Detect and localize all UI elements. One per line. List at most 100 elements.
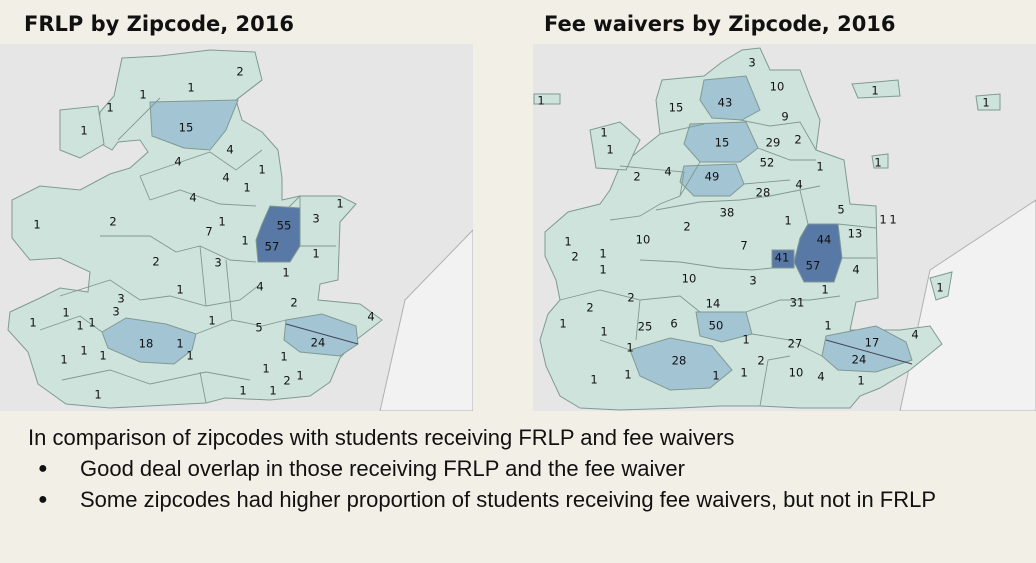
zipcode-value-label: 57 <box>265 240 280 254</box>
zipcode-value-label: 10 <box>682 272 697 286</box>
zipcode-value-label: 24 <box>311 336 326 350</box>
zipcode-value-label: 1 <box>80 344 87 358</box>
zipcode-value-label: 1 <box>176 283 183 297</box>
zipcode-value-label: 18 <box>139 337 154 351</box>
zipcode-region-west <box>589 121 641 171</box>
zipcode-value-label: 1 <box>80 124 87 138</box>
zipcode-value-label: 4 <box>222 171 229 185</box>
bullet-dot-icon: ● <box>38 460 48 477</box>
zipcode-value-label: 1 <box>816 160 823 174</box>
zipcode-value-label: 1 <box>218 215 225 229</box>
zipcode-value-label: 1 <box>76 319 83 333</box>
zipcode-value-label: 44 <box>817 233 832 247</box>
zipcode-value-label: 4 <box>174 155 181 169</box>
zipcode-value-label: 7 <box>205 225 212 239</box>
zipcode-value-label: 1 <box>740 366 747 380</box>
highway-line <box>825 339 913 365</box>
zipcode-value-label: 15 <box>669 101 684 115</box>
zipcode-boundaries <box>559 119 877 407</box>
zipcode-island <box>851 79 901 99</box>
zipcode-region-15 <box>149 99 239 151</box>
zipcode-island <box>533 93 561 105</box>
zipcode-value-label: 1 <box>599 247 606 261</box>
zipcode-value-label: 1 <box>176 337 183 351</box>
zipcode-value-label: 4 <box>367 310 374 324</box>
zipcode-region-44 <box>793 223 843 283</box>
zipcode-value-label: 52 <box>760 156 775 170</box>
zipcode-value-label: 1 <box>208 314 215 328</box>
highway-line <box>285 323 359 345</box>
zipcode-value-label: 2 <box>571 250 578 264</box>
zipcode-value-label: 1 <box>537 94 544 108</box>
zipcode-island <box>929 271 953 301</box>
zipcode-value-label: 2 <box>236 65 243 79</box>
zipcode-value-label: 17 <box>865 336 880 350</box>
zipcode-value-label: 1 <box>742 333 749 347</box>
zipcode-value-label: 1 <box>186 349 193 363</box>
zipcode-value-label: 4 <box>817 370 824 384</box>
frlp-map: 2 1 1 1 1 15 4 4 1 4 1 4 1 2 1 55 3 1 7 1 57 1 2 3 1 1 4 3 2 1 3 1 4 1 1 1 1… <box>0 44 473 411</box>
zipcode-value-label: 4 <box>256 280 263 294</box>
zipcode-value-label: 2 <box>109 215 116 229</box>
water-area <box>899 199 1036 411</box>
zipcode-value-label: 1 <box>626 341 633 355</box>
summary-bullet-text: Some zipcodes had higher proportion of s… <box>80 487 937 512</box>
zipcode-value-label: 1 <box>599 263 606 277</box>
zipcode-island <box>975 93 1001 111</box>
summary-bullet: ● Good deal overlap in those receiving FR… <box>28 455 1018 483</box>
summary-bullet: ● Some zipcodes had higher proportion of … <box>28 486 1018 514</box>
zipcode-region-24 <box>283 313 359 357</box>
zipcode-value-label: 1 <box>982 96 989 110</box>
zipcode-value-label: 2 <box>586 301 593 315</box>
zipcode-value-label: 1 <box>106 101 113 115</box>
zipcode-region-15 <box>683 121 759 163</box>
zipcode-value-label: 41 <box>775 251 790 265</box>
zipcode-value-label: 1 <box>94 388 101 402</box>
zipcode-value-label: 57 <box>806 259 821 273</box>
summary-section: In comparison of zipcodes with students … <box>28 424 1018 517</box>
zipcode-value-label: 1 <box>33 218 40 232</box>
zipcode-value-label: 3 <box>112 305 119 319</box>
zipcode-region-cluster <box>539 47 943 411</box>
zipcode-value-label: 15 <box>715 136 730 150</box>
zipcode-value-label: 25 <box>638 320 653 334</box>
zipcode-value-label: 3 <box>214 256 221 270</box>
zipcode-value-label: 1 <box>600 126 607 140</box>
zipcode-island <box>871 153 889 169</box>
zipcode-value-label: 6 <box>670 317 677 331</box>
zipcode-value-label: 1 <box>262 362 269 376</box>
zipcode-value-label: 27 <box>788 337 803 351</box>
zipcode-value-label: 1 <box>600 325 607 339</box>
zipcode-region-49 <box>679 163 745 197</box>
zipcode-region-41 <box>771 249 795 269</box>
zipcode-region-18 <box>101 317 197 365</box>
zipcode-value-label: 29 <box>766 136 781 150</box>
zipcode-value-label: 2 <box>290 296 297 310</box>
fee-waiver-map: 3 10 1 1 1 15 43 9 1 29 2 15 1 52 1 4 2 49 1 4 28 38 5 1 1 2 1 13 10… <box>533 44 1036 411</box>
zipcode-value-label: 1 <box>606 143 613 157</box>
zipcode-value-label: 1 <box>60 353 67 367</box>
zipcode-value-label: 1 <box>821 283 828 297</box>
zipcode-value-label: 14 <box>706 297 721 311</box>
zipcode-value-label: 1 <box>139 88 146 102</box>
zipcode-value-label: 4 <box>795 178 802 192</box>
right-map-title: Fee waivers by Zipcode, 2016 <box>544 12 896 36</box>
zipcode-value-label: 9 <box>781 110 788 124</box>
zipcode-value-label: 2 <box>283 374 290 388</box>
bullet-dot-icon: ● <box>38 491 48 508</box>
zipcode-value-label: 1 <box>624 368 631 382</box>
zipcode-value-label: 1 <box>241 234 248 248</box>
zipcode-value-label: 5 <box>255 321 262 335</box>
zipcode-value-label: 1 <box>258 163 265 177</box>
zipcode-value-label: 10 <box>789 366 804 380</box>
zipcode-value-label: 10 <box>770 80 785 94</box>
zipcode-value-label: 31 <box>790 296 805 310</box>
zipcode-value-label: 1 <box>62 306 69 320</box>
zipcode-value-label: 28 <box>672 354 687 368</box>
zipcode-value-label: 1 <box>879 213 886 227</box>
zipcode-value-label: 4 <box>911 328 918 342</box>
zipcode-value-label: 1 <box>99 349 106 363</box>
